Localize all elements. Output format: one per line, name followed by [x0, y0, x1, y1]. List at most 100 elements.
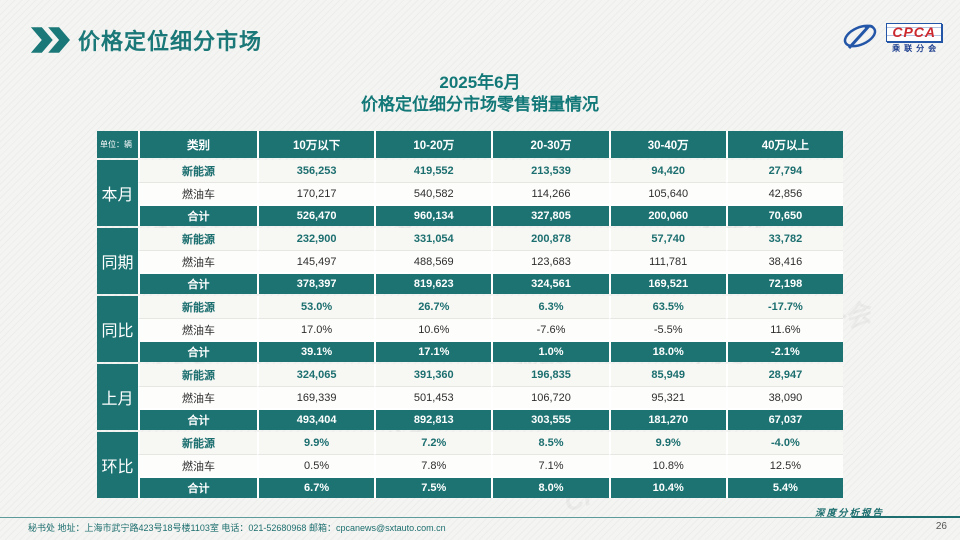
- cpca-logo-text: CPCA: [886, 22, 942, 42]
- row-label: 新能源: [138, 432, 257, 454]
- footer-divider-right: [852, 516, 960, 518]
- row-label: 燃油车: [138, 454, 257, 476]
- table-row: 燃油车 170,217 540,582 114,266 105,640 42,856: [138, 182, 843, 204]
- value-cell: 33,782: [725, 228, 843, 250]
- table-row: 合计 6.7% 7.5% 8.0% 10.4% 5.4%: [138, 476, 843, 498]
- table-row: 新能源 232,900 331,054 200,878 57,740 33,782: [138, 228, 843, 250]
- cpca-logo-subtitle: 乘联分会: [892, 43, 941, 53]
- cpca-logo: CPCA 乘联分会: [839, 20, 942, 56]
- value-cell: 170,217: [257, 182, 375, 204]
- value-cell: 213,539: [491, 160, 608, 182]
- value-cell: 419,552: [374, 160, 491, 182]
- value-cell: 11.6%: [725, 318, 843, 340]
- value-cell: -5.5%: [608, 318, 726, 340]
- value-cell: 57,740: [608, 228, 726, 250]
- value-cell: 7.2%: [374, 432, 491, 454]
- row-label: 燃油车: [138, 318, 257, 340]
- row-label: 燃油车: [138, 386, 257, 408]
- column-header: 30-40万: [608, 131, 726, 158]
- value-cell: 892,813: [374, 408, 492, 430]
- footer-divider: [0, 517, 960, 518]
- value-cell: 1.0%: [491, 340, 609, 362]
- value-cell: 501,453: [374, 386, 492, 408]
- row-label: 新能源: [138, 228, 257, 250]
- group-label-text: 环比: [101, 459, 134, 476]
- table-row: 合计 526,470 960,134 327,805 200,060 70,650: [138, 204, 843, 226]
- value-cell: 331,054: [374, 228, 491, 250]
- value-cell: 12.5%: [725, 454, 843, 476]
- value-cell: -17.7%: [725, 296, 843, 318]
- value-cell: 232,900: [257, 228, 374, 250]
- value-cell: 196,835: [491, 364, 608, 386]
- table-title-subject: 价格定位细分市场零售销量情况: [361, 95, 599, 114]
- value-cell: 106,720: [491, 386, 609, 408]
- value-cell: 526,470: [257, 204, 375, 226]
- value-cell: 0.5%: [257, 454, 375, 476]
- column-header: 40万以上: [725, 131, 843, 158]
- row-label: 新能源: [138, 364, 257, 386]
- row-label: 燃油车: [138, 182, 257, 204]
- value-cell: 63.5%: [608, 296, 726, 318]
- table-body: 本月 新能源 356,253 419,552 213,539 94,420 27,794 燃油…: [97, 160, 843, 498]
- table-row: 燃油车 0.5% 7.8% 7.1% 10.8% 12.5%: [138, 454, 843, 476]
- group-label-text: 同期: [101, 255, 134, 272]
- row-label: 合计: [138, 272, 257, 294]
- row-label: 合计: [138, 476, 257, 498]
- row-label: 合计: [138, 408, 257, 430]
- value-cell: 391,360: [374, 364, 491, 386]
- cpca-swoosh-icon: [844, 24, 877, 50]
- value-cell: 10.6%: [374, 318, 492, 340]
- table-title-month: 2025年6月: [439, 73, 521, 92]
- value-cell: 327,805: [491, 204, 609, 226]
- unit-label: 单位：辆: [97, 131, 138, 158]
- table-row: 燃油车 17.0% 10.6% -7.6% -5.5% 11.6%: [138, 318, 843, 340]
- value-cell: 9.9%: [608, 432, 726, 454]
- value-cell: 28,947: [725, 364, 843, 386]
- group-label: 同期: [97, 228, 138, 294]
- column-header: 类别: [138, 131, 257, 158]
- value-cell: 200,878: [491, 228, 608, 250]
- value-cell: 26.7%: [374, 296, 491, 318]
- value-cell: 493,404: [257, 408, 375, 430]
- value-cell: 169,339: [257, 386, 375, 408]
- value-cell: 53.0%: [257, 296, 374, 318]
- value-cell: 85,949: [608, 364, 726, 386]
- value-cell: 7.5%: [374, 476, 492, 498]
- value-cell: 7.1%: [491, 454, 609, 476]
- value-cell: 67,037: [725, 408, 843, 430]
- footer-contact-info: 秘书处 地址：上海市武宁路423号18号楼1103室 电话：021-526809…: [28, 523, 446, 533]
- value-cell: 105,640: [608, 182, 726, 204]
- value-cell: 819,623: [374, 272, 492, 294]
- value-cell: 181,270: [608, 408, 726, 430]
- value-cell: 356,253: [257, 160, 374, 182]
- group-label-text: 本月: [101, 187, 134, 204]
- row-label: 新能源: [138, 160, 257, 182]
- value-cell: 8.5%: [491, 432, 608, 454]
- group-label: 环比: [97, 432, 138, 498]
- value-cell: -7.6%: [491, 318, 609, 340]
- value-cell: 5.4%: [725, 476, 843, 498]
- value-cell: 6.7%: [257, 476, 375, 498]
- table-row: 新能源 53.0% 26.7% 6.3% 63.5% -17.7%: [138, 296, 843, 318]
- value-cell: 18.0%: [608, 340, 726, 362]
- group-label: 本月: [97, 160, 138, 226]
- page-title: 价格定位细分市场: [78, 29, 263, 54]
- value-cell: 6.3%: [491, 296, 608, 318]
- page-header: 价格定位细分市场: [30, 24, 262, 56]
- value-cell: 94,420: [608, 160, 726, 182]
- table-group: 同期 新能源 232,900 331,054 200,878 57,740 33,782 燃油…: [97, 228, 843, 294]
- table-title-block: 2025年6月 价格定位细分市场零售销量情况: [0, 72, 960, 116]
- value-cell: 38,416: [725, 250, 843, 272]
- value-cell: 111,781: [608, 250, 726, 272]
- value-cell: -4.0%: [725, 432, 843, 454]
- table-row: 新能源 324,065 391,360 196,835 85,949 28,947: [138, 364, 843, 386]
- table-row: 燃油车 169,339 501,453 106,720 95,321 38,090: [138, 386, 843, 408]
- report-series-label: 深度分析报告: [814, 509, 884, 519]
- value-cell: 8.0%: [491, 476, 609, 498]
- table-row: 新能源 356,253 419,552 213,539 94,420 27,794: [138, 160, 843, 182]
- group-label: 上月: [97, 364, 138, 430]
- group-label-text: 同比: [101, 323, 134, 340]
- value-cell: 39.1%: [257, 340, 375, 362]
- group-label: 同比: [97, 296, 138, 362]
